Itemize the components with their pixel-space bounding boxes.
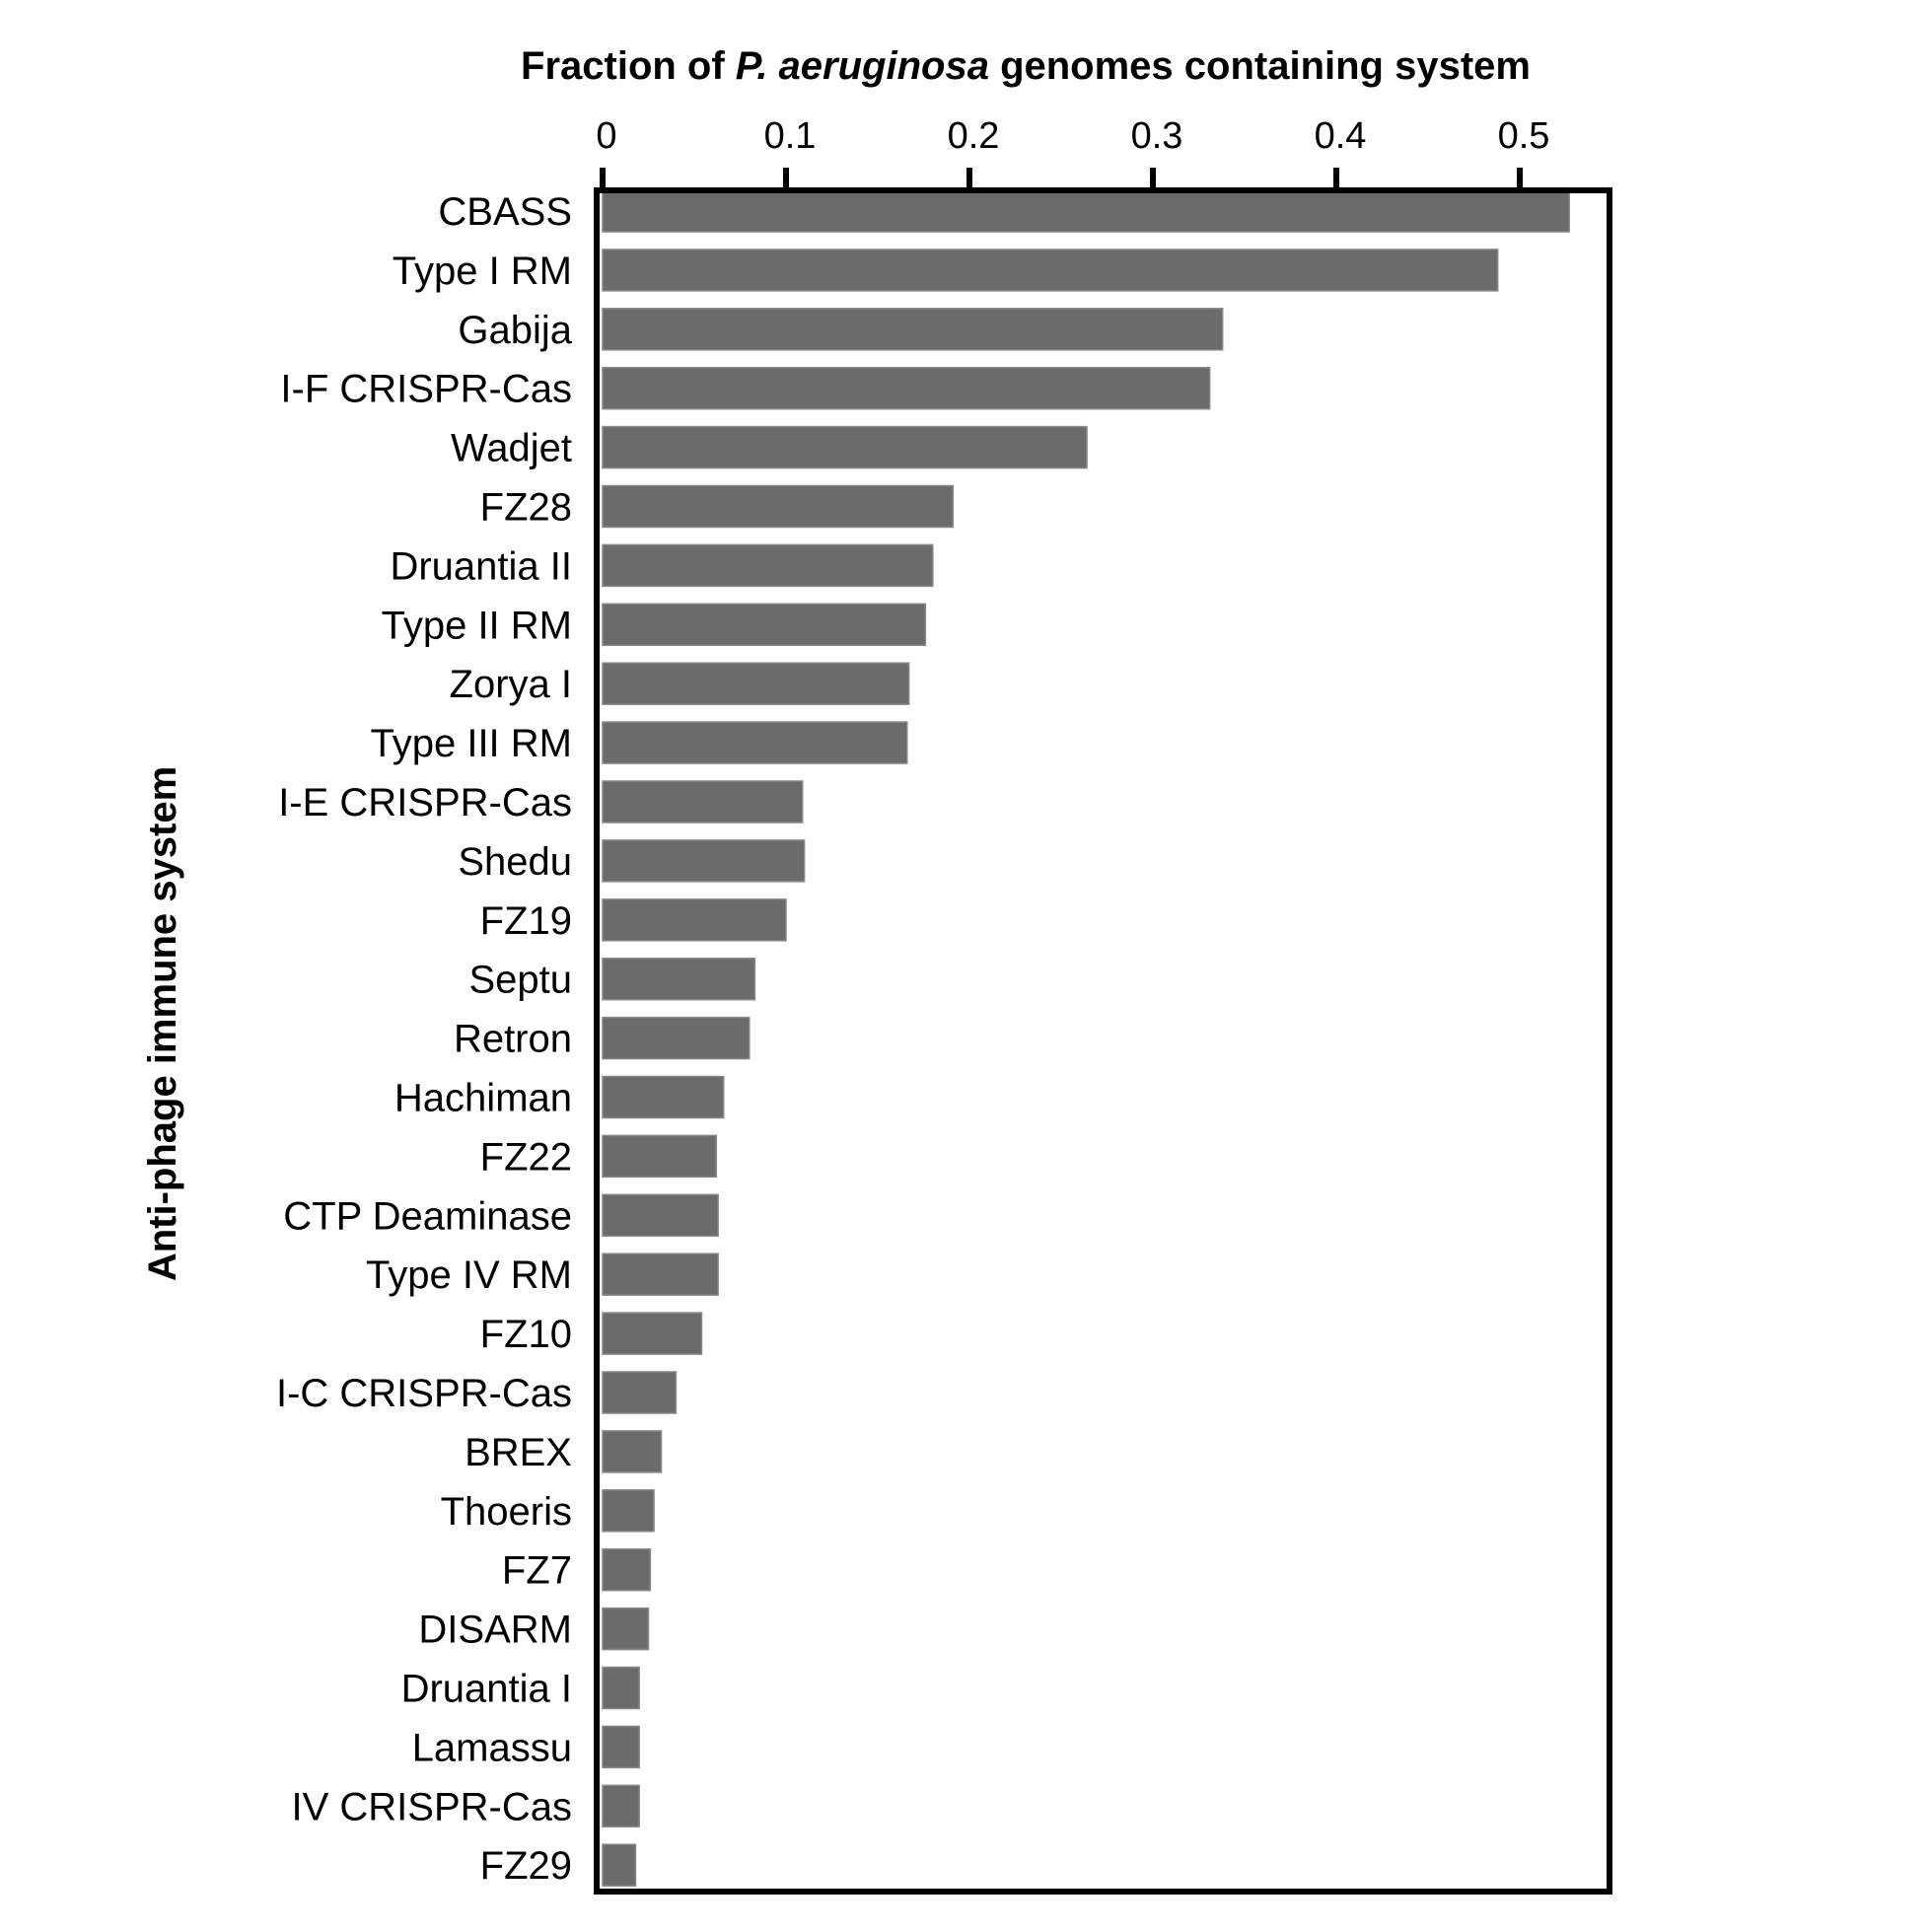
category-label: I-F CRISPR-Cas <box>280 368 572 411</box>
category-label: Retron <box>454 1018 572 1061</box>
category-label: Shedu <box>458 840 572 884</box>
category-label: BREX <box>465 1431 572 1474</box>
x-tick-label: 0.1 <box>764 115 817 157</box>
category-labels: CBASS Type I RM Gabija I-F CRISPR-Cas Wadjet… <box>276 190 573 1888</box>
category-label: Thoeris <box>441 1490 572 1534</box>
bar <box>602 662 910 705</box>
x-tick-label: 0 <box>596 115 616 157</box>
bar <box>602 308 1224 351</box>
bar <box>602 425 1088 469</box>
category-label: Type II RM <box>382 604 572 647</box>
bar <box>602 1075 725 1119</box>
bar <box>602 1784 640 1828</box>
x-tick-label: 0.4 <box>1315 115 1367 157</box>
category-label: DISARM <box>418 1609 572 1652</box>
bar <box>602 957 756 1001</box>
category-label: Type IV RM <box>366 1253 572 1297</box>
category-label: Druantia II <box>390 544 572 588</box>
bar <box>602 1607 650 1651</box>
bar <box>602 1489 655 1533</box>
bar <box>602 543 934 588</box>
category-label: Zorya I <box>450 663 572 706</box>
bar <box>602 898 787 942</box>
bar <box>602 603 927 647</box>
chart-title-part: P. aeruginosa <box>736 44 989 88</box>
bar <box>602 839 806 883</box>
category-label: FZ10 <box>480 1313 572 1356</box>
bar <box>602 1666 640 1710</box>
bar <box>602 780 804 823</box>
category-label: Druantia I <box>401 1668 572 1711</box>
category-label: FZ28 <box>480 486 572 530</box>
x-tick-label: 0.2 <box>948 115 1000 157</box>
category-label: Type I RM <box>393 250 572 293</box>
bar <box>602 1547 652 1592</box>
bar <box>602 1371 678 1414</box>
bar <box>602 189 1570 233</box>
bar <box>602 484 955 529</box>
chart-title: Fraction of P. aeruginosa genomes contai… <box>521 44 1531 88</box>
x-tick-label: 0.3 <box>1131 115 1183 157</box>
category-label: CTP Deaminase <box>283 1194 572 1238</box>
category-label: Septu <box>468 959 572 1002</box>
plot-frame <box>594 187 1612 1895</box>
category-label: CBASS <box>438 190 572 234</box>
bar-series <box>602 189 1570 1887</box>
category-label: Lamassu <box>412 1726 572 1769</box>
chart-title-part: genomes containing system <box>989 44 1531 88</box>
category-label: FZ29 <box>480 1844 572 1888</box>
bar <box>602 1193 719 1238</box>
category-label: Gabija <box>458 309 572 352</box>
category-label: I-E CRISPR-Cas <box>278 781 572 824</box>
bar <box>602 249 1499 292</box>
x-tick-label: 0.5 <box>1498 115 1550 157</box>
bar <box>602 1430 663 1473</box>
bar <box>602 721 908 764</box>
category-label: I-C CRISPR-Cas <box>276 1372 572 1415</box>
bar <box>602 1843 637 1887</box>
category-label: Type III RM <box>371 722 573 765</box>
category-label: FZ19 <box>480 899 572 943</box>
category-label: FZ22 <box>480 1135 572 1179</box>
category-label: Wadjet <box>451 427 572 470</box>
y-axis-label: Anti-phage immune system <box>141 766 184 1281</box>
bar <box>602 1134 718 1179</box>
category-label: FZ7 <box>502 1549 572 1593</box>
x-axis-ticks: 0 0.1 0.2 0.3 0.4 0.5 <box>596 115 1549 193</box>
chart-title-part: Fraction of <box>521 44 736 88</box>
category-label: Hachiman <box>394 1077 572 1120</box>
bar <box>602 1252 719 1296</box>
bar <box>602 366 1211 410</box>
bar <box>602 1725 640 1769</box>
bar <box>602 1312 703 1355</box>
category-label: IV CRISPR-Cas <box>292 1785 573 1828</box>
bar <box>602 1016 751 1060</box>
